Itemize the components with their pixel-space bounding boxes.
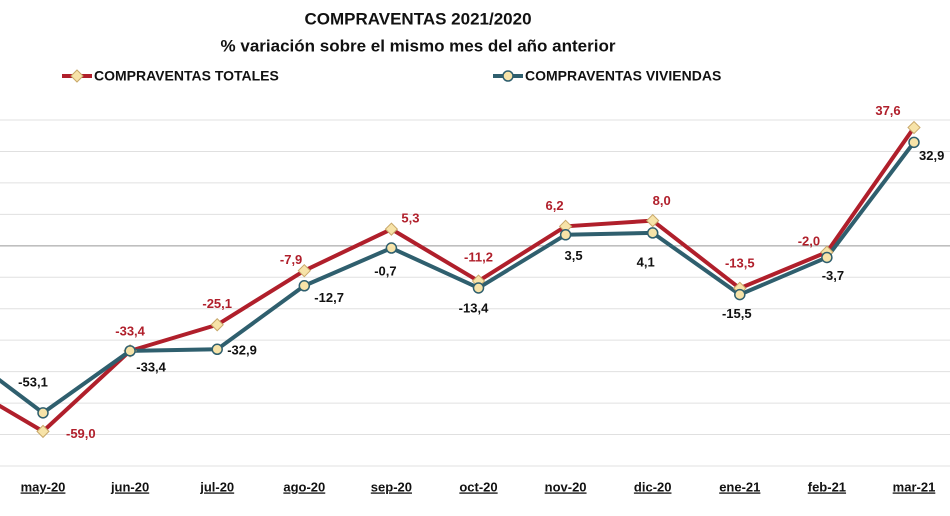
point-marker bbox=[472, 282, 485, 294]
value-label: -33,4 bbox=[136, 359, 166, 374]
point-marker bbox=[70, 69, 84, 83]
point-marker bbox=[124, 345, 136, 357]
point-marker bbox=[385, 242, 398, 254]
point-marker bbox=[384, 222, 399, 236]
value-label: 5,3 bbox=[401, 211, 419, 226]
x-tick-label: may-20 bbox=[21, 479, 66, 494]
x-tick-label: oct-20 bbox=[459, 479, 497, 494]
value-label: 8,0 bbox=[653, 193, 671, 208]
point-marker bbox=[211, 343, 223, 356]
legend-label: COMPRAVENTAS VIVIENDAS bbox=[525, 68, 721, 84]
value-label: -25,1 bbox=[202, 296, 232, 311]
value-label: -53,1 bbox=[18, 374, 48, 389]
series-line bbox=[0, 126, 916, 434]
series-line bbox=[0, 141, 916, 415]
value-label: -32,9 bbox=[227, 343, 257, 358]
point-marker bbox=[559, 229, 572, 241]
value-label: -13,4 bbox=[459, 300, 489, 315]
x-tick-label: jul-20 bbox=[199, 479, 234, 494]
point-marker bbox=[821, 251, 833, 264]
value-label: 6,2 bbox=[546, 198, 564, 213]
point-marker bbox=[908, 136, 920, 149]
x-tick-label: nov-20 bbox=[545, 479, 587, 494]
x-tick-label: ago-20 bbox=[283, 479, 325, 494]
chart-subtitle: % variación sobre el mismo mes del año a… bbox=[221, 36, 616, 55]
point-marker bbox=[297, 263, 312, 278]
point-marker bbox=[734, 288, 746, 301]
point-marker bbox=[210, 318, 224, 332]
value-label: 3,5 bbox=[565, 248, 583, 263]
value-label: 37,6 bbox=[875, 103, 900, 118]
x-tick-label: mar-21 bbox=[893, 479, 936, 494]
x-tick-label: dic-20 bbox=[634, 479, 672, 494]
point-marker bbox=[502, 70, 514, 82]
chart-title: COMPRAVENTAS 2021/2020 bbox=[304, 9, 531, 28]
x-tick-label: ene-21 bbox=[719, 479, 760, 494]
x-tick-label: sep-20 bbox=[371, 479, 412, 494]
value-label: -7,9 bbox=[280, 252, 302, 267]
value-label: 32,9 bbox=[919, 148, 944, 163]
point-marker bbox=[298, 280, 311, 292]
value-label: -33,4 bbox=[115, 323, 145, 338]
point-marker bbox=[907, 120, 921, 135]
value-label: -2,0 bbox=[798, 234, 820, 249]
value-label: 4,1 bbox=[637, 254, 655, 269]
legend-label: COMPRAVENTAS TOTALES bbox=[94, 68, 279, 84]
point-marker bbox=[646, 227, 659, 239]
point-marker bbox=[37, 407, 49, 419]
point-marker bbox=[645, 213, 660, 228]
value-label: -12,7 bbox=[314, 290, 344, 305]
value-label: -0,7 bbox=[374, 263, 396, 278]
x-tick-label: jun-20 bbox=[110, 479, 149, 494]
value-label: -15,5 bbox=[722, 306, 752, 321]
value-label: -3,7 bbox=[822, 268, 844, 283]
point-marker bbox=[36, 424, 50, 439]
value-label: -13,5 bbox=[725, 256, 755, 271]
value-label: -59,0 bbox=[66, 426, 96, 441]
value-label: -11,2 bbox=[464, 249, 493, 264]
x-tick-label: feb-21 bbox=[808, 479, 846, 494]
